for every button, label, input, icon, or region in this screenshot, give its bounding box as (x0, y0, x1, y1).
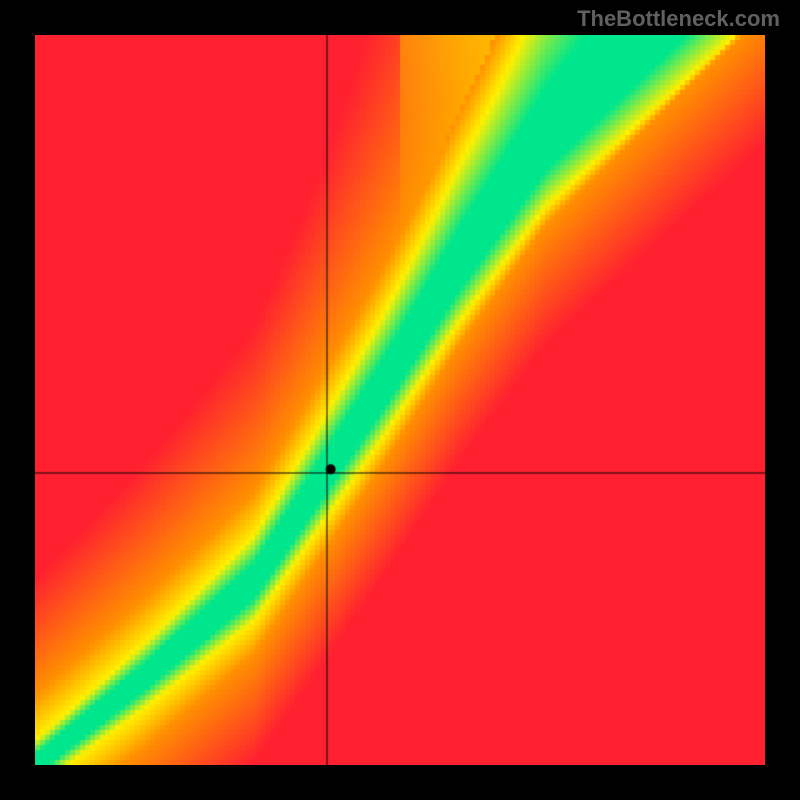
plot-area (35, 35, 765, 765)
watermark-text: TheBottleneck.com (577, 6, 780, 32)
chart-container: TheBottleneck.com (0, 0, 800, 800)
heatmap-canvas (35, 35, 765, 765)
